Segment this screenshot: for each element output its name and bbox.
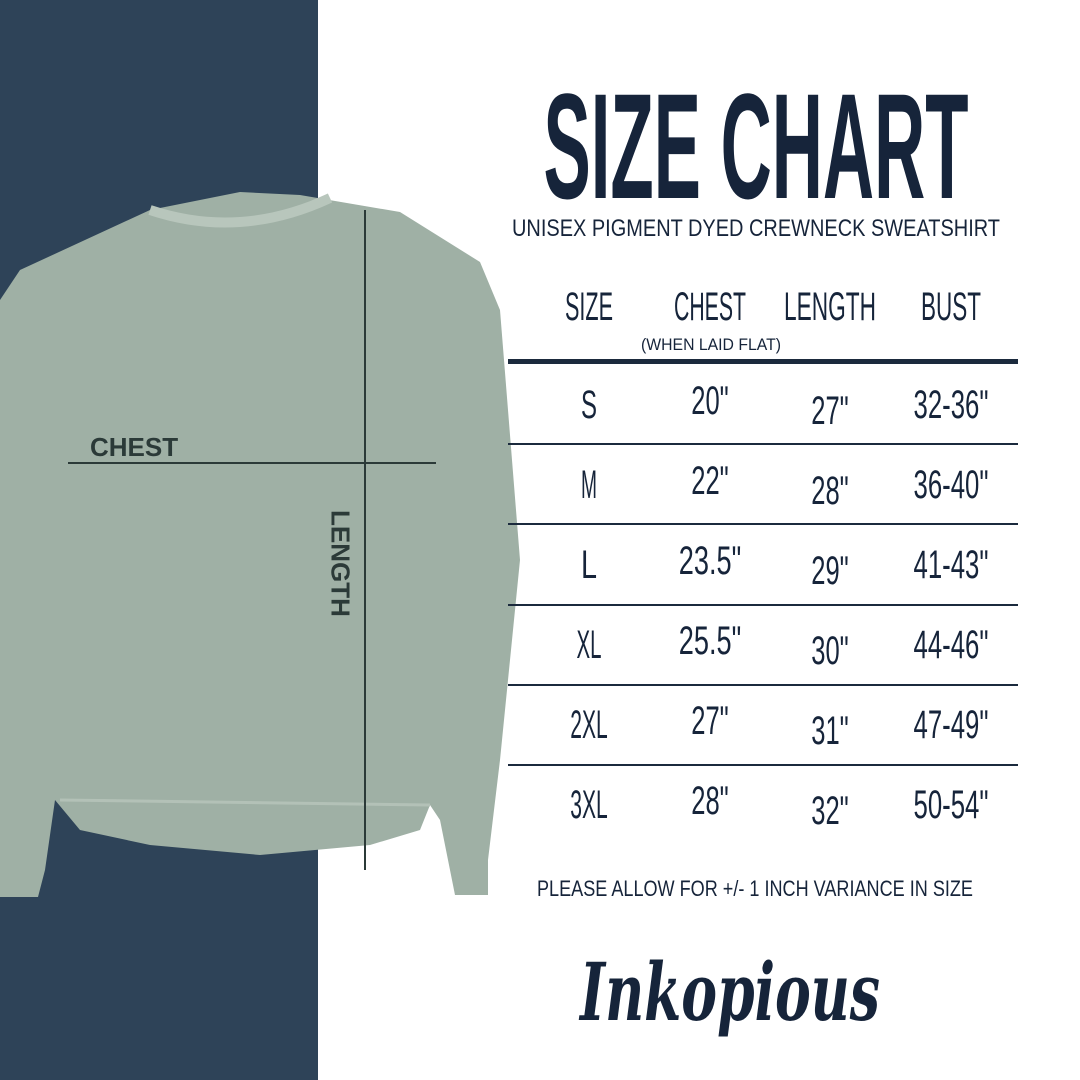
table-row: L 23.5" 29" 41-43"	[581, 539, 989, 593]
table-cell: 27"	[811, 389, 849, 433]
row-divider	[508, 603, 1018, 606]
page-title: SIZE CHART	[544, 62, 969, 230]
table-cell: 32"	[811, 789, 849, 833]
table-cell: 36-40"	[914, 463, 989, 507]
size-table: S 20" 27" 32-36" M 22" 28" 36-40" L 23.5" 29" 41-43…	[570, 379, 988, 833]
table-row: M 22" 28" 36-40"	[581, 459, 989, 513]
table-row: S 20" 27" 32-36"	[581, 379, 989, 433]
sweatshirt-body	[0, 192, 520, 897]
header-chest: CHEST	[674, 285, 746, 329]
brand-logo: Inkopious	[579, 945, 880, 1039]
table-cell: 29"	[811, 549, 849, 593]
sweatshirt-image	[0, 192, 520, 897]
table-cell: 2XL	[570, 703, 608, 747]
table-cell: 27"	[691, 699, 729, 743]
table-cell: 41-43"	[914, 543, 989, 587]
table-cell: 30"	[811, 629, 849, 673]
header-length: LENGTH	[784, 285, 876, 329]
table-cell: 20"	[691, 379, 729, 423]
header-divider	[508, 359, 1018, 364]
header-size: SIZE	[565, 285, 613, 329]
chest-note: (WHEN LAID FLAT)	[641, 335, 781, 354]
table-row: 2XL 27" 31" 47-49"	[570, 699, 988, 753]
row-divider	[508, 764, 1018, 767]
variance-note: PLEASE ALLOW FOR +/- 1 INCH VARIANCE IN …	[537, 876, 973, 901]
table-cell: 44-46"	[914, 623, 989, 667]
chest-label: CHEST	[90, 432, 179, 462]
table-cell: 28"	[691, 779, 729, 823]
table-cell: 31"	[811, 709, 849, 753]
row-divider	[508, 683, 1018, 686]
table-cell: 50-54"	[914, 783, 989, 827]
row-divider	[508, 443, 1018, 445]
table-cell: 3XL	[570, 783, 608, 827]
subtitle: UNISEX PIGMENT DYED CREWNECK SWEATSHIRT	[512, 215, 1000, 242]
table-cell: 28"	[811, 469, 849, 513]
sweatshirt-collar	[148, 193, 333, 228]
table-cell: L	[581, 543, 597, 587]
table-row: XL 25.5" 30" 44-46"	[577, 619, 989, 673]
table-cell: 32-36"	[914, 383, 989, 427]
table-cell: S	[581, 383, 597, 427]
table-cell: M	[581, 463, 597, 507]
table-cell: XL	[577, 623, 602, 667]
table-cell: 22"	[691, 459, 729, 503]
table-cell: 47-49"	[914, 703, 989, 747]
header-bust: BUST	[921, 285, 981, 329]
table-row: 3XL 28" 32" 50-54"	[570, 779, 988, 833]
table-cell: 25.5"	[679, 619, 742, 663]
sweatshirt-hem	[59, 798, 431, 807]
table-cell: 23.5"	[679, 539, 742, 583]
row-divider	[508, 523, 1018, 526]
